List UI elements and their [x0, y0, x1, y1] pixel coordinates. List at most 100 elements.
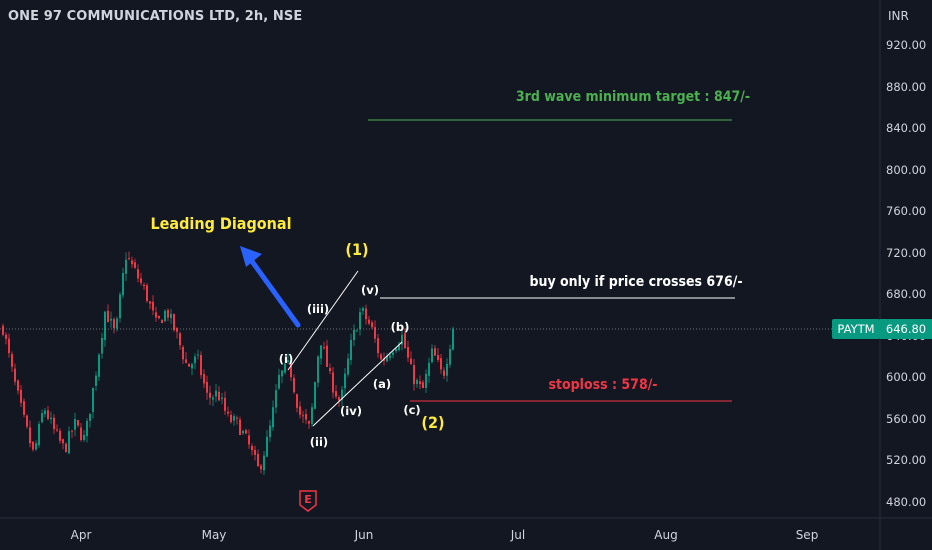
candle-body	[323, 347, 325, 349]
candle-body	[29, 427, 31, 444]
price-tick-label: 520.00	[886, 453, 927, 468]
candle-body	[287, 360, 289, 363]
candle-body	[200, 354, 202, 376]
candle-body	[11, 354, 13, 367]
candle-body	[245, 430, 247, 434]
candle-body	[218, 391, 220, 401]
wave-label-iv: (iv)	[340, 404, 362, 418]
candle-body	[281, 370, 283, 377]
candle-body	[290, 362, 292, 378]
candle-body	[401, 334, 403, 345]
candle-body	[8, 338, 10, 354]
candle-body	[353, 329, 355, 341]
time-tick-label: Apr	[70, 528, 92, 542]
candle-body	[278, 374, 280, 389]
candle-body	[191, 364, 193, 369]
diagonal-lower-line	[312, 341, 403, 427]
candle-body	[197, 354, 199, 356]
candle-body	[155, 312, 157, 318]
candle-body	[89, 413, 91, 421]
target-annotation: 3rd wave minimum target : 847/-	[515, 89, 751, 105]
price-tick-label: 880.00	[886, 79, 927, 94]
candle-body	[242, 430, 244, 434]
earnings-label: E	[304, 493, 312, 506]
candle-body	[341, 389, 343, 400]
price-tick-label: 600.00	[886, 370, 927, 385]
price-tick-label: 920.00	[886, 38, 927, 52]
candle-body	[326, 345, 328, 367]
candle-body	[347, 358, 349, 375]
candle-body	[365, 308, 367, 320]
candle-body	[209, 392, 211, 398]
candle-body	[263, 455, 265, 471]
candle-body	[284, 363, 286, 373]
candle-body	[428, 362, 430, 376]
wave-label-ii: (ii)	[309, 435, 329, 449]
candle-body	[317, 356, 319, 383]
symbol-tag: PAYTM	[832, 319, 880, 339]
candle-body	[161, 319, 163, 324]
candle-body	[71, 430, 73, 432]
candle-body	[434, 348, 436, 356]
candle-body	[374, 327, 376, 339]
wave-label-2: (2)	[421, 413, 445, 432]
candle-body	[383, 358, 385, 361]
candle-body	[311, 407, 313, 424]
candle-body	[149, 301, 151, 304]
candle-body	[356, 330, 358, 332]
candle-body	[233, 416, 235, 421]
candle-body	[212, 397, 214, 400]
diagonal-upper-line	[287, 270, 359, 371]
candle-body	[308, 420, 310, 424]
candle-body	[185, 359, 187, 363]
price-tick-label: 560.00	[886, 411, 927, 426]
candle-body	[224, 397, 226, 411]
candle-body	[44, 410, 46, 415]
candle-body	[437, 355, 439, 360]
leading-diagonal-arrow	[240, 246, 301, 328]
candle-body	[431, 348, 433, 363]
candle-body	[122, 272, 124, 296]
candle-body	[164, 310, 166, 322]
candle-body	[272, 407, 274, 428]
candle-body	[446, 363, 448, 376]
candle-body	[50, 417, 52, 420]
time-tick-label: May	[201, 528, 227, 542]
candle-body	[35, 443, 37, 450]
candle-body	[74, 419, 76, 430]
earnings-icon[interactable]: E	[298, 490, 318, 512]
candle-body	[2, 325, 4, 335]
candle-body	[56, 429, 58, 431]
time-tick-label: Sep	[795, 528, 819, 542]
candle-body	[395, 348, 397, 352]
candle-body	[368, 319, 370, 324]
candle-body	[449, 349, 451, 365]
candle-body	[305, 414, 307, 420]
price-tick-label: 760.00	[886, 204, 927, 219]
candle-body	[251, 445, 253, 451]
candle-body	[125, 259, 127, 274]
candle-body	[182, 346, 184, 360]
chart-title: ONE 97 COMMUNICATIONS LTD, 2h, NSE	[8, 9, 303, 24]
candle-body	[236, 417, 238, 419]
candle-body	[86, 420, 88, 437]
candle-body	[41, 413, 43, 423]
candle-body	[422, 382, 424, 389]
candle-body	[248, 435, 250, 445]
candle-body	[269, 425, 271, 438]
candle-body	[5, 334, 7, 339]
candle-body	[146, 285, 148, 302]
time-tick-label: Aug	[654, 528, 678, 542]
candle-body	[413, 365, 415, 385]
wave-label-1: (1)	[345, 240, 369, 259]
price-tick-label: 720.00	[886, 245, 927, 260]
candle-body	[158, 315, 160, 319]
candle-body	[410, 358, 412, 365]
candle-body	[257, 453, 259, 467]
price-tick-label: 480.00	[886, 495, 927, 509]
candle-body	[194, 356, 196, 364]
candle-body	[443, 370, 445, 376]
candle-body	[101, 337, 103, 354]
candle-body	[179, 333, 181, 346]
